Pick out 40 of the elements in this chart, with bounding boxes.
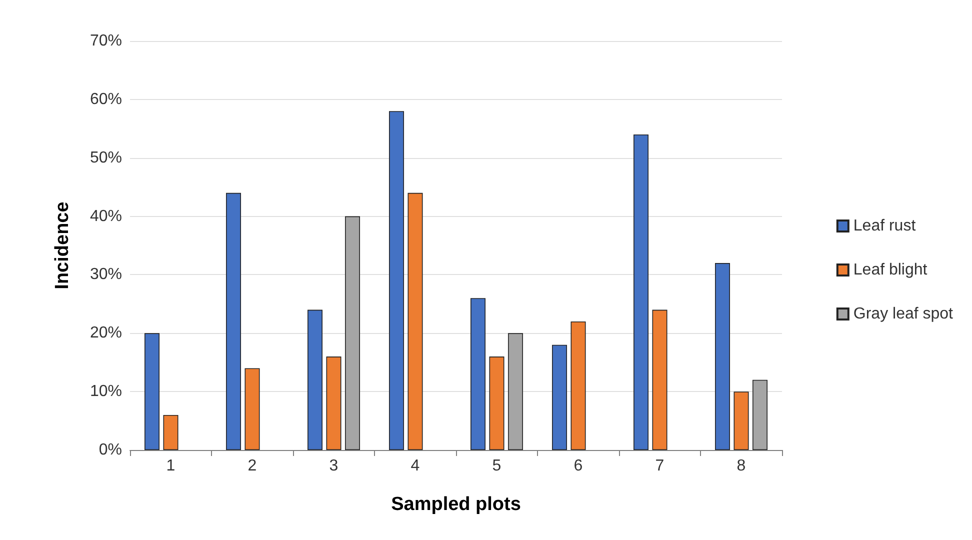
y-tick-label: 10% [90, 383, 122, 400]
bar [163, 414, 178, 450]
bar [752, 380, 768, 450]
legend-label: Gray leaf spot [853, 306, 954, 322]
bar [715, 263, 730, 450]
legend-label: Leaf rust [853, 218, 916, 234]
bar [552, 344, 567, 450]
legend-label: Leaf blight [853, 262, 928, 278]
y-tick-label: 50% [90, 149, 122, 166]
bar [226, 192, 241, 450]
y-tick-label: 70% [90, 32, 122, 50]
y-tick-label: 20% [90, 324, 122, 342]
y-tick-label: 30% [90, 266, 122, 284]
bar [326, 356, 342, 450]
x-tick-label: 5 [492, 458, 502, 474]
bar [489, 356, 504, 450]
y-tick-label: 40% [90, 208, 122, 225]
bar [345, 216, 360, 450]
bar [508, 333, 523, 450]
bar [144, 333, 160, 450]
x-tick-label: 8 [736, 458, 746, 474]
bar [308, 310, 322, 450]
x-tick-label: 2 [248, 458, 257, 474]
bar [470, 298, 486, 450]
bar [408, 192, 423, 450]
bar [570, 321, 586, 450]
x-tick-label: 1 [166, 458, 176, 474]
bar [734, 392, 749, 450]
y-axis-title: Incidence [52, 202, 73, 290]
bar [634, 134, 648, 450]
x-tick-label: 4 [410, 458, 420, 474]
bar [652, 310, 668, 450]
x-tick-label: 3 [329, 458, 338, 474]
y-tick-label: 60% [90, 90, 122, 108]
x-tick-label: 7 [655, 458, 664, 474]
bar [244, 368, 260, 450]
x-axis-title: Sampled plots [391, 494, 521, 515]
x-tick-label: 6 [574, 458, 583, 474]
bar [389, 111, 404, 450]
y-tick-label: 0% [98, 442, 122, 458]
